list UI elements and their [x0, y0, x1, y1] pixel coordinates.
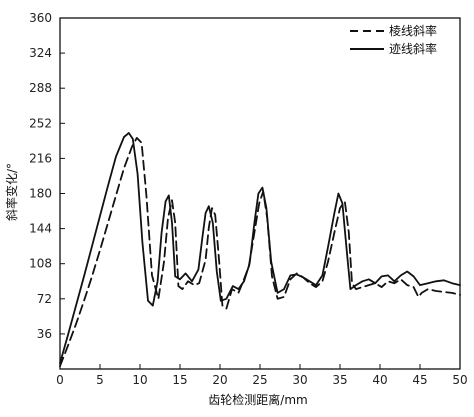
x-tick-label: 15	[172, 373, 187, 387]
x-tick-label: 35	[332, 373, 347, 387]
x-tick-label: 10	[132, 373, 147, 387]
y-tick-label: 144	[29, 222, 52, 236]
x-tick-label: 45	[412, 373, 427, 387]
y-tick-label: 324	[29, 46, 52, 60]
x-tick-label: 50	[452, 373, 467, 387]
ticks: 0 5 10 15 20 25 30 35 40 45 50 36 72 108 144 180 216 252 2…	[29, 11, 468, 387]
y-tick-label: 72	[37, 292, 52, 306]
y-tick-label: 36	[37, 327, 52, 341]
y-axis-label: 斜率变化/°	[4, 163, 19, 221]
x-tick-label: 40	[372, 373, 387, 387]
series-line-solid	[59, 132, 461, 364]
y-tick-label: 360	[29, 11, 52, 25]
y-tick-label: 180	[29, 187, 52, 201]
series-line-dashed	[59, 137, 461, 367]
legend: 棱线斜率 迹线斜率	[350, 23, 437, 56]
series-lines	[59, 132, 461, 367]
y-tick-label: 216	[29, 151, 52, 165]
y-tick-label: 252	[29, 116, 52, 130]
plot-frame	[59, 17, 461, 370]
legend-label-2: 迹线斜率	[389, 41, 437, 56]
x-tick-label: 20	[212, 373, 227, 387]
x-tick-label: 5	[96, 373, 104, 387]
x-tick-label: 25	[252, 373, 267, 387]
x-tick-label: 0	[56, 373, 64, 387]
y-tick-label: 288	[29, 81, 52, 95]
y-tick-label: 108	[29, 257, 52, 271]
x-tick-label: 30	[292, 373, 307, 387]
x-axis-label: 齿轮检测距离/mm	[208, 392, 307, 407]
legend-label-1: 棱线斜率	[389, 23, 437, 38]
